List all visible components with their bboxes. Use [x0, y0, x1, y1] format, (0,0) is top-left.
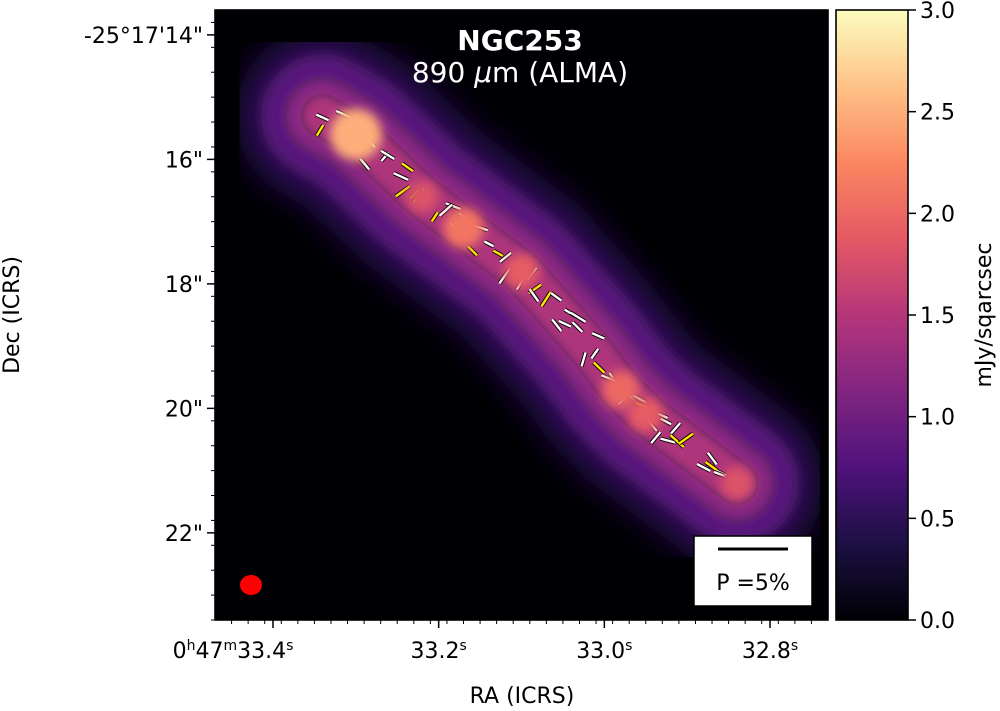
x-tick-label: 32.8s	[742, 638, 798, 664]
x-tick-label: 33.0s	[576, 638, 632, 664]
y-axis: -25°17'14" 16" 18" 20" 22"	[84, 21, 828, 621]
y-tick-label: 22"	[165, 522, 203, 547]
polarization-vector	[590, 348, 600, 360]
emission-peak	[720, 467, 753, 500]
polarization-vector	[492, 249, 504, 257]
emission-peaks	[330, 108, 753, 500]
colorbar-tick-label: 0.0	[920, 609, 955, 634]
polarization-legend-label: P =5%	[716, 571, 790, 596]
polarization-vector	[558, 319, 572, 328]
colorbar-tick-label: 0.5	[920, 507, 955, 532]
y-tick-label: 18"	[165, 273, 203, 298]
emission-peak	[602, 370, 640, 409]
polarization-vector	[467, 245, 478, 257]
polarization-vector	[580, 352, 587, 367]
emission-peak	[443, 207, 484, 249]
polarization-vector	[430, 211, 439, 223]
polarization-vector	[551, 318, 563, 332]
polarization-vector	[706, 451, 718, 466]
polarization-vector	[713, 470, 725, 478]
emission-peak	[628, 397, 664, 432]
polarization-vector	[704, 461, 718, 472]
polarization-vector	[401, 162, 414, 173]
polarization-vector	[528, 288, 540, 303]
polarization-vector	[483, 240, 495, 248]
emission-peak	[504, 254, 539, 289]
polarization-vector	[438, 203, 453, 217]
beam-ellipse	[240, 575, 262, 595]
polarization-vector	[670, 422, 682, 435]
polarization-vector	[592, 361, 606, 374]
x-axis-label: RA (ICRS)	[470, 684, 575, 709]
polarization-vector	[540, 291, 552, 307]
polarization-vector	[395, 185, 411, 198]
y-tick-label: 20"	[165, 397, 203, 422]
colorbar-tick-label: 2.5	[920, 101, 955, 126]
polarization-vector	[591, 332, 605, 340]
polarization-vector	[678, 432, 694, 445]
colorbar-tick-label: 3.0	[920, 0, 955, 24]
x-axis: 0h47m33.4s 33.2s 33.0s 32.8s	[173, 10, 812, 664]
y-tick-label: -25°17'14"	[84, 24, 203, 49]
polarization-vector	[660, 437, 676, 444]
polarization-vector	[499, 251, 512, 263]
x-tick-label: 33.2s	[411, 638, 467, 664]
colorbar-tick-label: 2.0	[920, 202, 955, 227]
colorbar-tick-label: 1.0	[920, 406, 955, 431]
chart-subtitle: 890 μm (ALMA)	[412, 56, 628, 89]
plot-frame	[214, 9, 829, 621]
polarization-vector	[315, 113, 330, 122]
polarization-vector	[380, 149, 395, 161]
colorbar-fill	[836, 10, 908, 620]
polarization-vector	[669, 434, 685, 448]
emission-peak	[406, 180, 439, 213]
polarization-vector	[570, 311, 587, 323]
x-tick-label: 0h47m33.4s	[173, 638, 294, 664]
y-tick-label: 16"	[165, 148, 203, 173]
polarization-vector	[550, 292, 563, 302]
colorbar-label: mJy/sqarcsec	[972, 242, 997, 387]
polarization-vector	[571, 321, 584, 333]
polarization-vector	[315, 124, 325, 137]
colorbar: 0.0 0.5 1.0 1.5 2.0 2.5 3.0 mJy/sqarcsec	[835, 0, 997, 634]
y-axis-label: Dec (ICRS)	[0, 256, 25, 374]
polarization-vector	[359, 158, 371, 171]
colorbar-ticks: 0.0 0.5 1.0 1.5 2.0 2.5 3.0	[908, 0, 955, 634]
polarization-vector	[650, 431, 662, 444]
emission-peak	[330, 108, 382, 161]
polarization-legend: P =5%	[693, 535, 813, 607]
polarization-vector	[393, 172, 409, 181]
colorbar-tick-label: 1.5	[920, 304, 955, 329]
polarization-vector	[696, 462, 711, 472]
chart-title: NGC253	[457, 24, 582, 57]
